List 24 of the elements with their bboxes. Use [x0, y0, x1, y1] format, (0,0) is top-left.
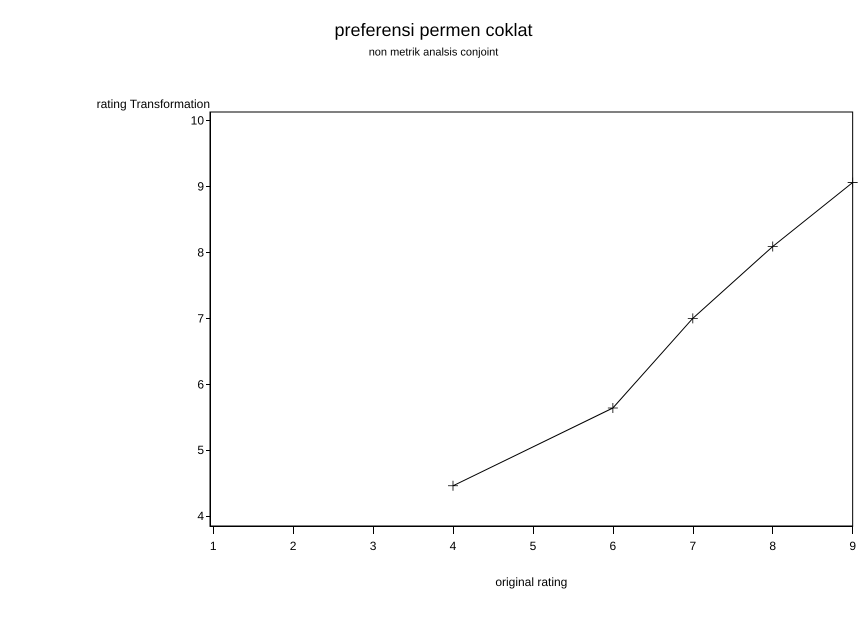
point: [768, 241, 778, 252]
y-tick-label: 9: [197, 179, 204, 194]
x-tick-label: 6: [610, 539, 617, 553]
y-tick-label: 5: [197, 443, 204, 458]
x-tick-label: 9: [849, 539, 856, 553]
y-tick-label: 8: [197, 245, 204, 260]
point: [448, 480, 458, 491]
x-tick-label: 4: [450, 539, 457, 553]
y-tick-label: 10: [190, 114, 204, 128]
x-tick-label: 5: [530, 539, 537, 553]
chart-title: preferensi permen coklat: [334, 20, 533, 40]
x-tick-label: 2: [290, 539, 297, 553]
x-axis-title: original rating: [495, 575, 568, 589]
x-tick-label: 7: [689, 539, 696, 553]
x-tick-label: 8: [769, 539, 776, 553]
y-tick-label: 6: [197, 377, 204, 392]
point: [608, 402, 618, 413]
x-tick-label: 3: [370, 539, 377, 553]
x-tick-label: 1: [210, 539, 217, 553]
y-tick-label: 7: [197, 311, 204, 326]
y-axis-title: rating Transformation: [96, 97, 210, 111]
chart-subtitle: non metrik analsis conjoint: [368, 46, 498, 58]
y-tick-label: 4: [197, 509, 204, 524]
point: [848, 178, 858, 188]
